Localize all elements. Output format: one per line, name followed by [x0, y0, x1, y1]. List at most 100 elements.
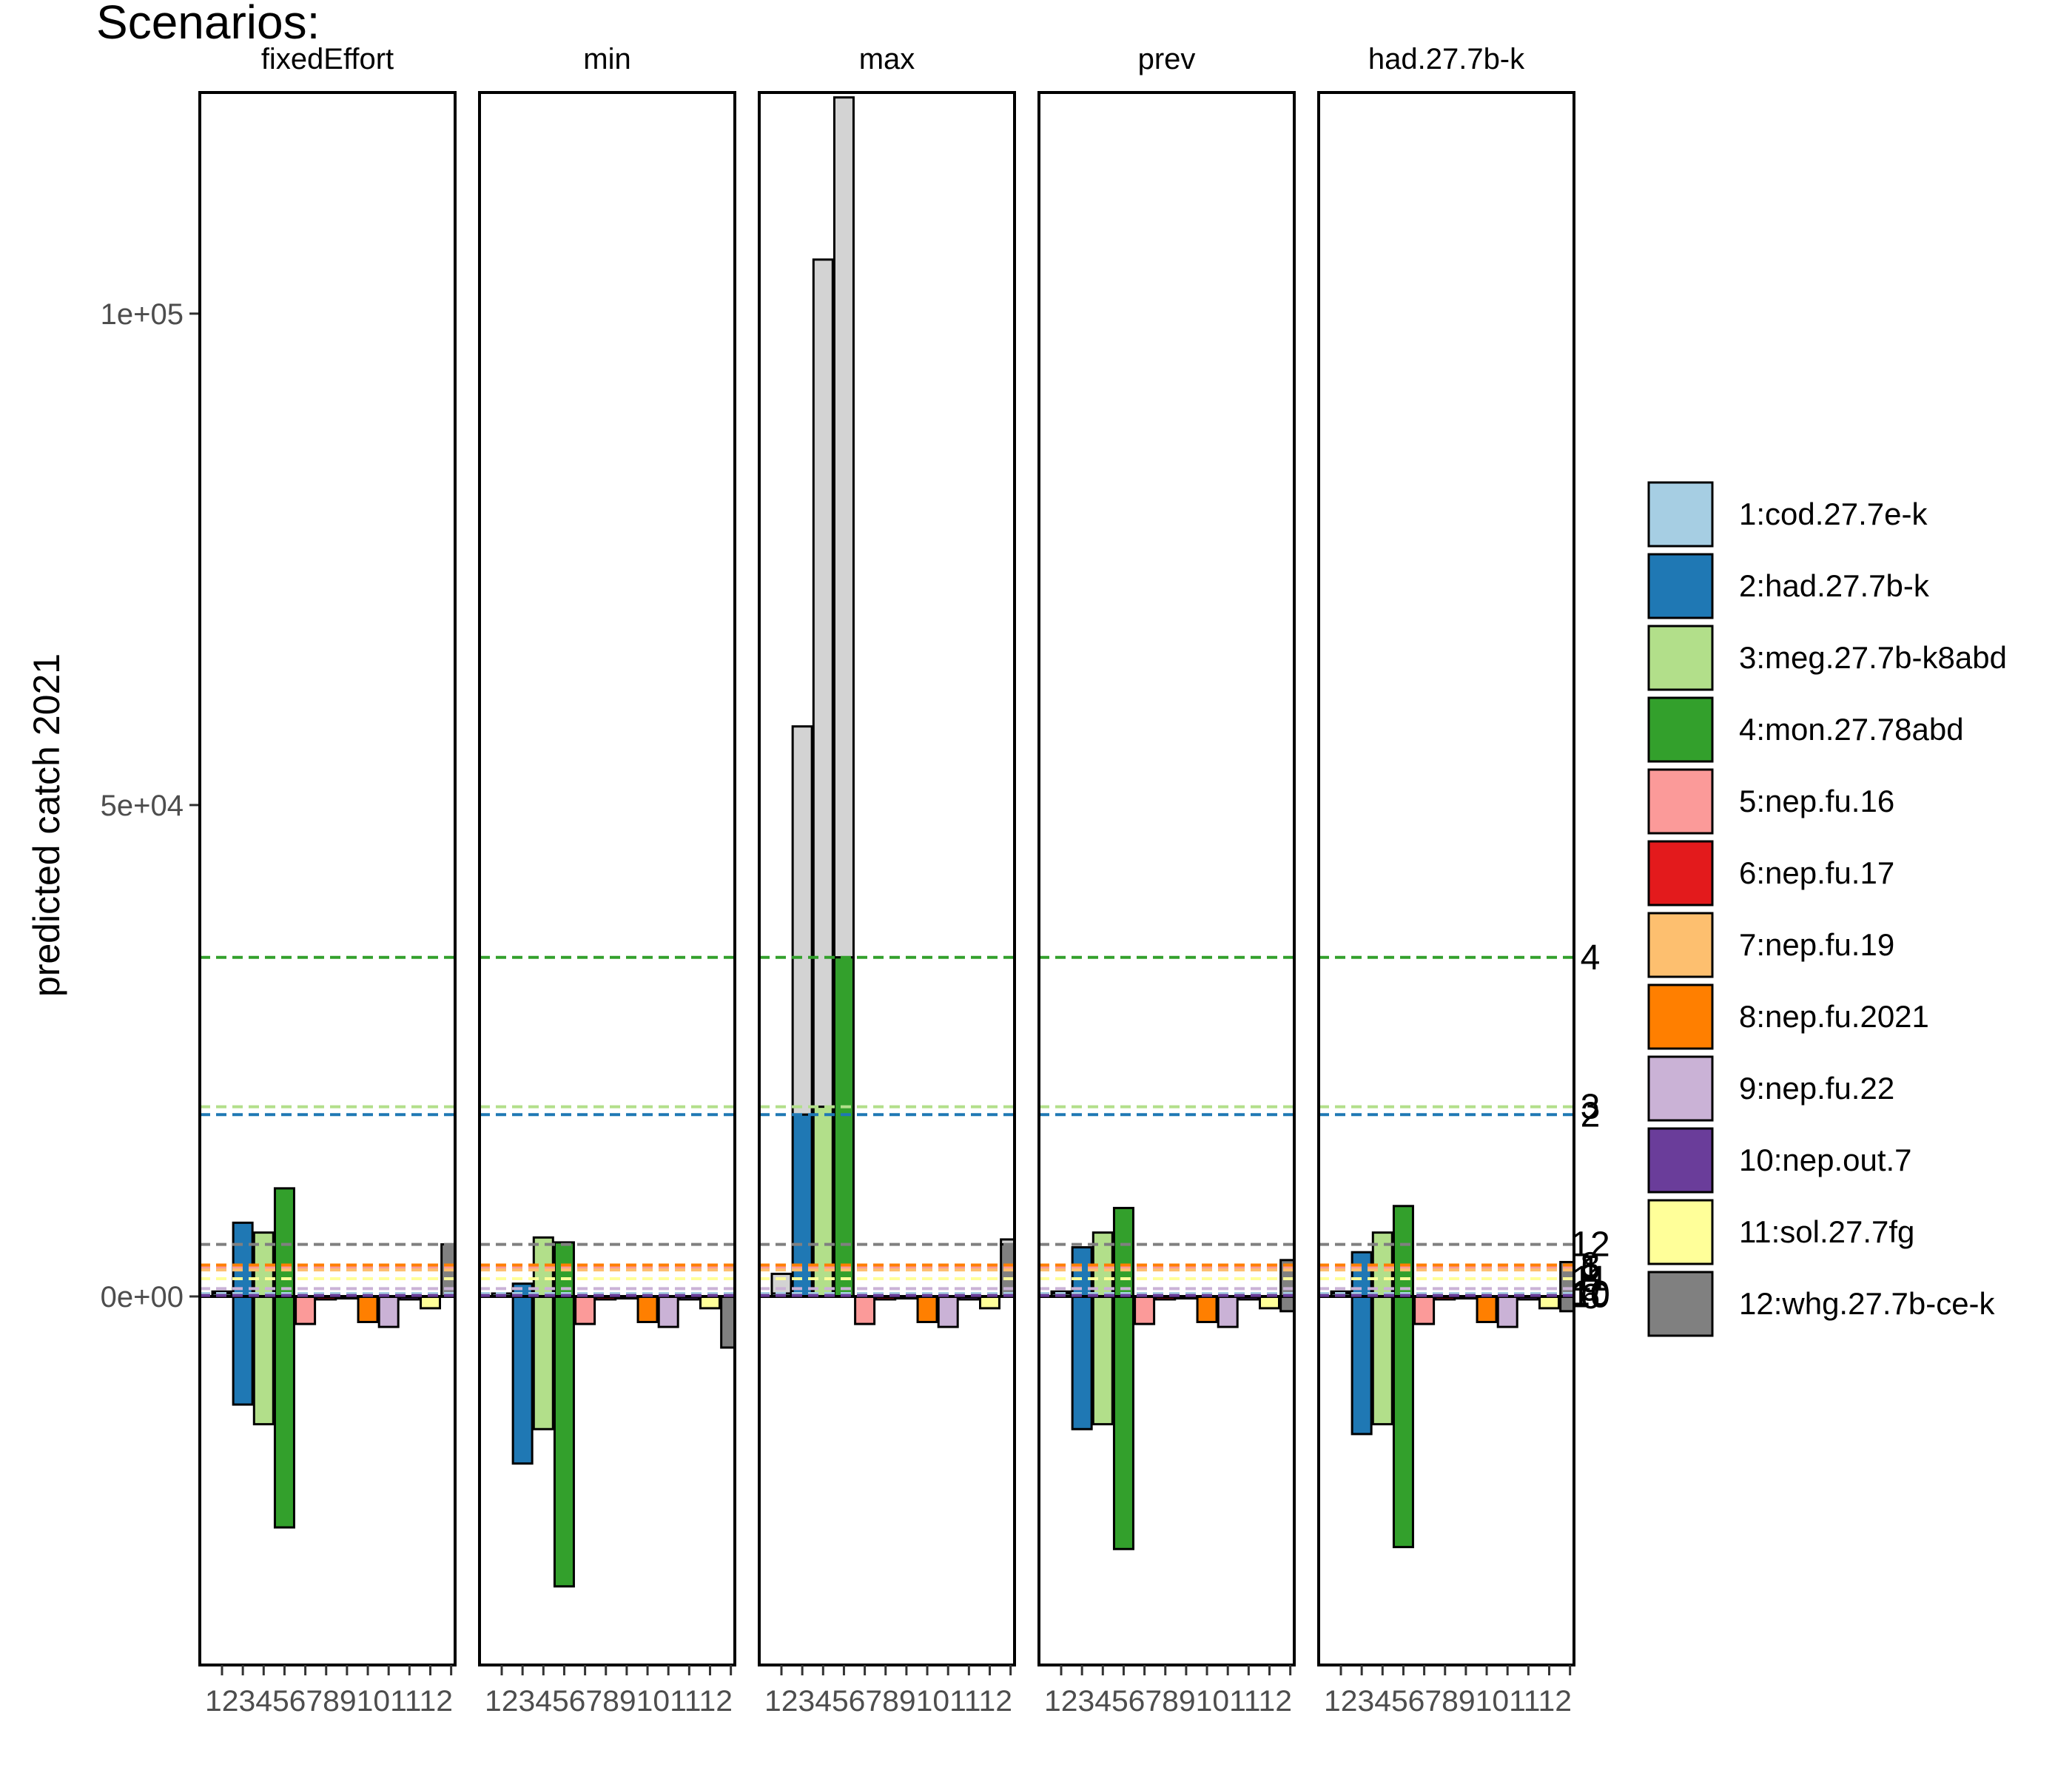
- legend-swatch: [1647, 696, 1714, 763]
- panel-border: [758, 91, 1016, 1666]
- facet-panel: fixedEffort 123456789101112: [198, 43, 457, 1718]
- bar-negative: [1413, 1295, 1436, 1325]
- legend-label: 3:meg.27.7b-k8abd: [1739, 640, 2007, 675]
- legend-swatch: [1647, 1127, 1714, 1194]
- bar-negative: [357, 1295, 379, 1323]
- bar-negative: [1092, 1295, 1114, 1426]
- legend-label: 8:nep.fu.2021: [1739, 999, 1929, 1034]
- facet-strip-label: had.27.7b-k: [1368, 43, 1525, 75]
- legend-item: 9:nep.fu.22: [1647, 1055, 1894, 1122]
- facet-strip-label: max: [859, 43, 915, 75]
- bar-negative: [295, 1295, 317, 1325]
- x-tick-labels: 123456789101112: [764, 1685, 1012, 1718]
- facet-panel: min 123456789101112: [478, 43, 736, 1718]
- bar-negative: [1538, 1295, 1560, 1310]
- facet-panel: max 123456789101112: [758, 43, 1016, 1718]
- legend-swatch: [1647, 553, 1714, 619]
- panel-border: [1317, 91, 1575, 1666]
- bar-negative: [1259, 1295, 1280, 1310]
- bar-overshoot: [791, 725, 813, 1116]
- bar-negative: [1196, 1295, 1218, 1323]
- legend-swatch: [1647, 1055, 1714, 1122]
- legend-item: 8:nep.fu.2021: [1647, 983, 1929, 1050]
- bar-overshoot: [812, 258, 834, 1109]
- bar-negative: [232, 1295, 254, 1406]
- bar-negative: [511, 1295, 534, 1465]
- legend-label: 6:nep.fu.17: [1739, 855, 1894, 890]
- legend-swatch: [1647, 768, 1714, 835]
- legend-label: 11:sol.27.7fg: [1739, 1214, 1914, 1249]
- bar-negative: [699, 1295, 721, 1310]
- legend-item: 4:mon.27.78abd: [1647, 696, 1964, 763]
- legend-swatch: [1647, 840, 1714, 906]
- bar-negative: [1134, 1295, 1156, 1325]
- panel-border: [1037, 91, 1296, 1666]
- legend-label: 2:had.27.7b-k: [1739, 568, 1930, 603]
- chart-title: Scenarios:: [96, 0, 320, 49]
- bar-negative: [854, 1295, 876, 1325]
- bar-negative: [937, 1295, 959, 1328]
- legend-label: 12:whg.27.7b-ce-k: [1739, 1286, 1996, 1321]
- x-tick-labels: 123456789101112: [1324, 1685, 1572, 1718]
- bar: [1112, 1206, 1134, 1298]
- bar-negative: [636, 1295, 659, 1323]
- y-tick-label: 1e+05: [101, 298, 184, 331]
- legend-item: 3:meg.27.7b-k8abd: [1647, 625, 2007, 691]
- legend-item: 7:nep.fu.19: [1647, 912, 1894, 978]
- quota-line-label: 5: [1581, 1248, 1601, 1288]
- legend-label: 1:cod.27.7e-k: [1739, 497, 1928, 531]
- facet-strip-label: fixedEffort: [261, 43, 394, 75]
- facet-panel: prev 123456789101112: [1037, 43, 1296, 1718]
- facet-panel: had.27.7b-k 123456789101112: [1317, 43, 1575, 1718]
- quota-line-label: 8: [1581, 1245, 1601, 1285]
- panel-border: [478, 91, 736, 1666]
- legend-item: 5:nep.fu.16: [1647, 768, 1894, 835]
- facet-panels: fixedEffort 123456789101112 min 12345678910…: [198, 43, 1610, 1718]
- bar-negative: [916, 1295, 938, 1323]
- bar: [1392, 1205, 1414, 1298]
- panel-plot-area: [1039, 955, 1294, 1550]
- legend-swatch: [1647, 983, 1714, 1050]
- quota-line-label: 11: [1572, 1259, 1609, 1299]
- y-tick-label: 0e+00: [101, 1281, 184, 1314]
- bar-negative: [252, 1295, 275, 1426]
- legend-item: 10:nep.out.7: [1647, 1127, 1912, 1194]
- y-tick-label: 5e+04: [101, 790, 184, 822]
- legend-label: 9:nep.fu.22: [1739, 1071, 1894, 1106]
- bar-negative: [273, 1295, 295, 1529]
- legend-item: 12:whg.27.7b-ce-k: [1647, 1271, 1996, 1337]
- bar-negative: [574, 1295, 596, 1325]
- facet-strip-label: prev: [1138, 43, 1196, 75]
- legend-swatch: [1647, 1199, 1714, 1265]
- bar: [232, 1221, 254, 1298]
- legend-swatch: [1647, 912, 1714, 978]
- bar-negative: [553, 1295, 575, 1588]
- bar: [832, 956, 855, 1298]
- quota-line-label: 12: [1570, 1225, 1610, 1265]
- bar-negative: [979, 1295, 1000, 1310]
- bar-negative: [1476, 1295, 1498, 1323]
- legend-swatch: [1647, 1271, 1714, 1337]
- bar-negative: [1071, 1295, 1093, 1430]
- bar-overshoot: [770, 1272, 793, 1295]
- quota-line-label: 10: [1570, 1274, 1610, 1314]
- legend-swatch: [1647, 625, 1714, 691]
- x-tick-labels: 123456789101112: [485, 1685, 733, 1718]
- legend-item: 2:had.27.7b-k: [1647, 553, 1930, 619]
- panel-border: [198, 91, 457, 1666]
- quota-line-label: 1: [1581, 1251, 1601, 1290]
- bar-negative: [1371, 1295, 1393, 1426]
- x-tick-labels: 123456789101112: [1044, 1685, 1292, 1718]
- legend-label: 5:nep.fu.16: [1739, 784, 1894, 818]
- bar-negative: [532, 1295, 554, 1430]
- bar-negative: [1112, 1295, 1134, 1550]
- legend: 1:cod.27.7e-k 2:had.27.7b-k 3:meg.27.7b-k8…: [1647, 481, 2007, 1337]
- y-axis-label: predicted catch 2021: [26, 653, 67, 997]
- bar-negative: [1392, 1295, 1414, 1549]
- quota-line-label: 9: [1581, 1269, 1601, 1308]
- quota-line-label: 6: [1581, 1277, 1601, 1316]
- panel-plot-area: [759, 96, 1015, 1328]
